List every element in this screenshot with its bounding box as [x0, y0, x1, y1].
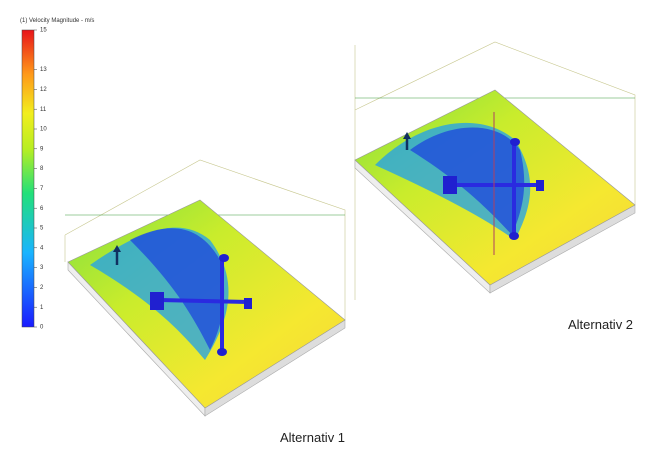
tick-label: 4 [40, 245, 44, 251]
colorbar [21, 29, 35, 328]
tick-label: 3 [40, 265, 44, 271]
tick-label: 15 [40, 28, 47, 34]
tick-label: 12 [40, 87, 47, 93]
tick-label: 9 [40, 146, 44, 152]
model-2 [354, 41, 636, 300]
tick-label: 1 [40, 305, 44, 311]
tick-label: 5 [40, 226, 44, 232]
tick-label: 10 [40, 127, 47, 133]
colorbar-title: (1) Velocity Magnitude - m/s [20, 18, 94, 24]
tick-label: 6 [40, 206, 44, 212]
tick-label: 11 [40, 107, 47, 113]
tick-label: 7 [40, 186, 44, 192]
tick-label: 2 [40, 285, 44, 291]
tick-label: 13 [40, 67, 47, 73]
caption: Alternativ 2 [568, 317, 633, 332]
tick-label: 0 [40, 325, 44, 331]
model-1 [64, 159, 346, 417]
caption: Alternativ 1 [280, 430, 345, 445]
tick-label: 8 [40, 166, 44, 172]
